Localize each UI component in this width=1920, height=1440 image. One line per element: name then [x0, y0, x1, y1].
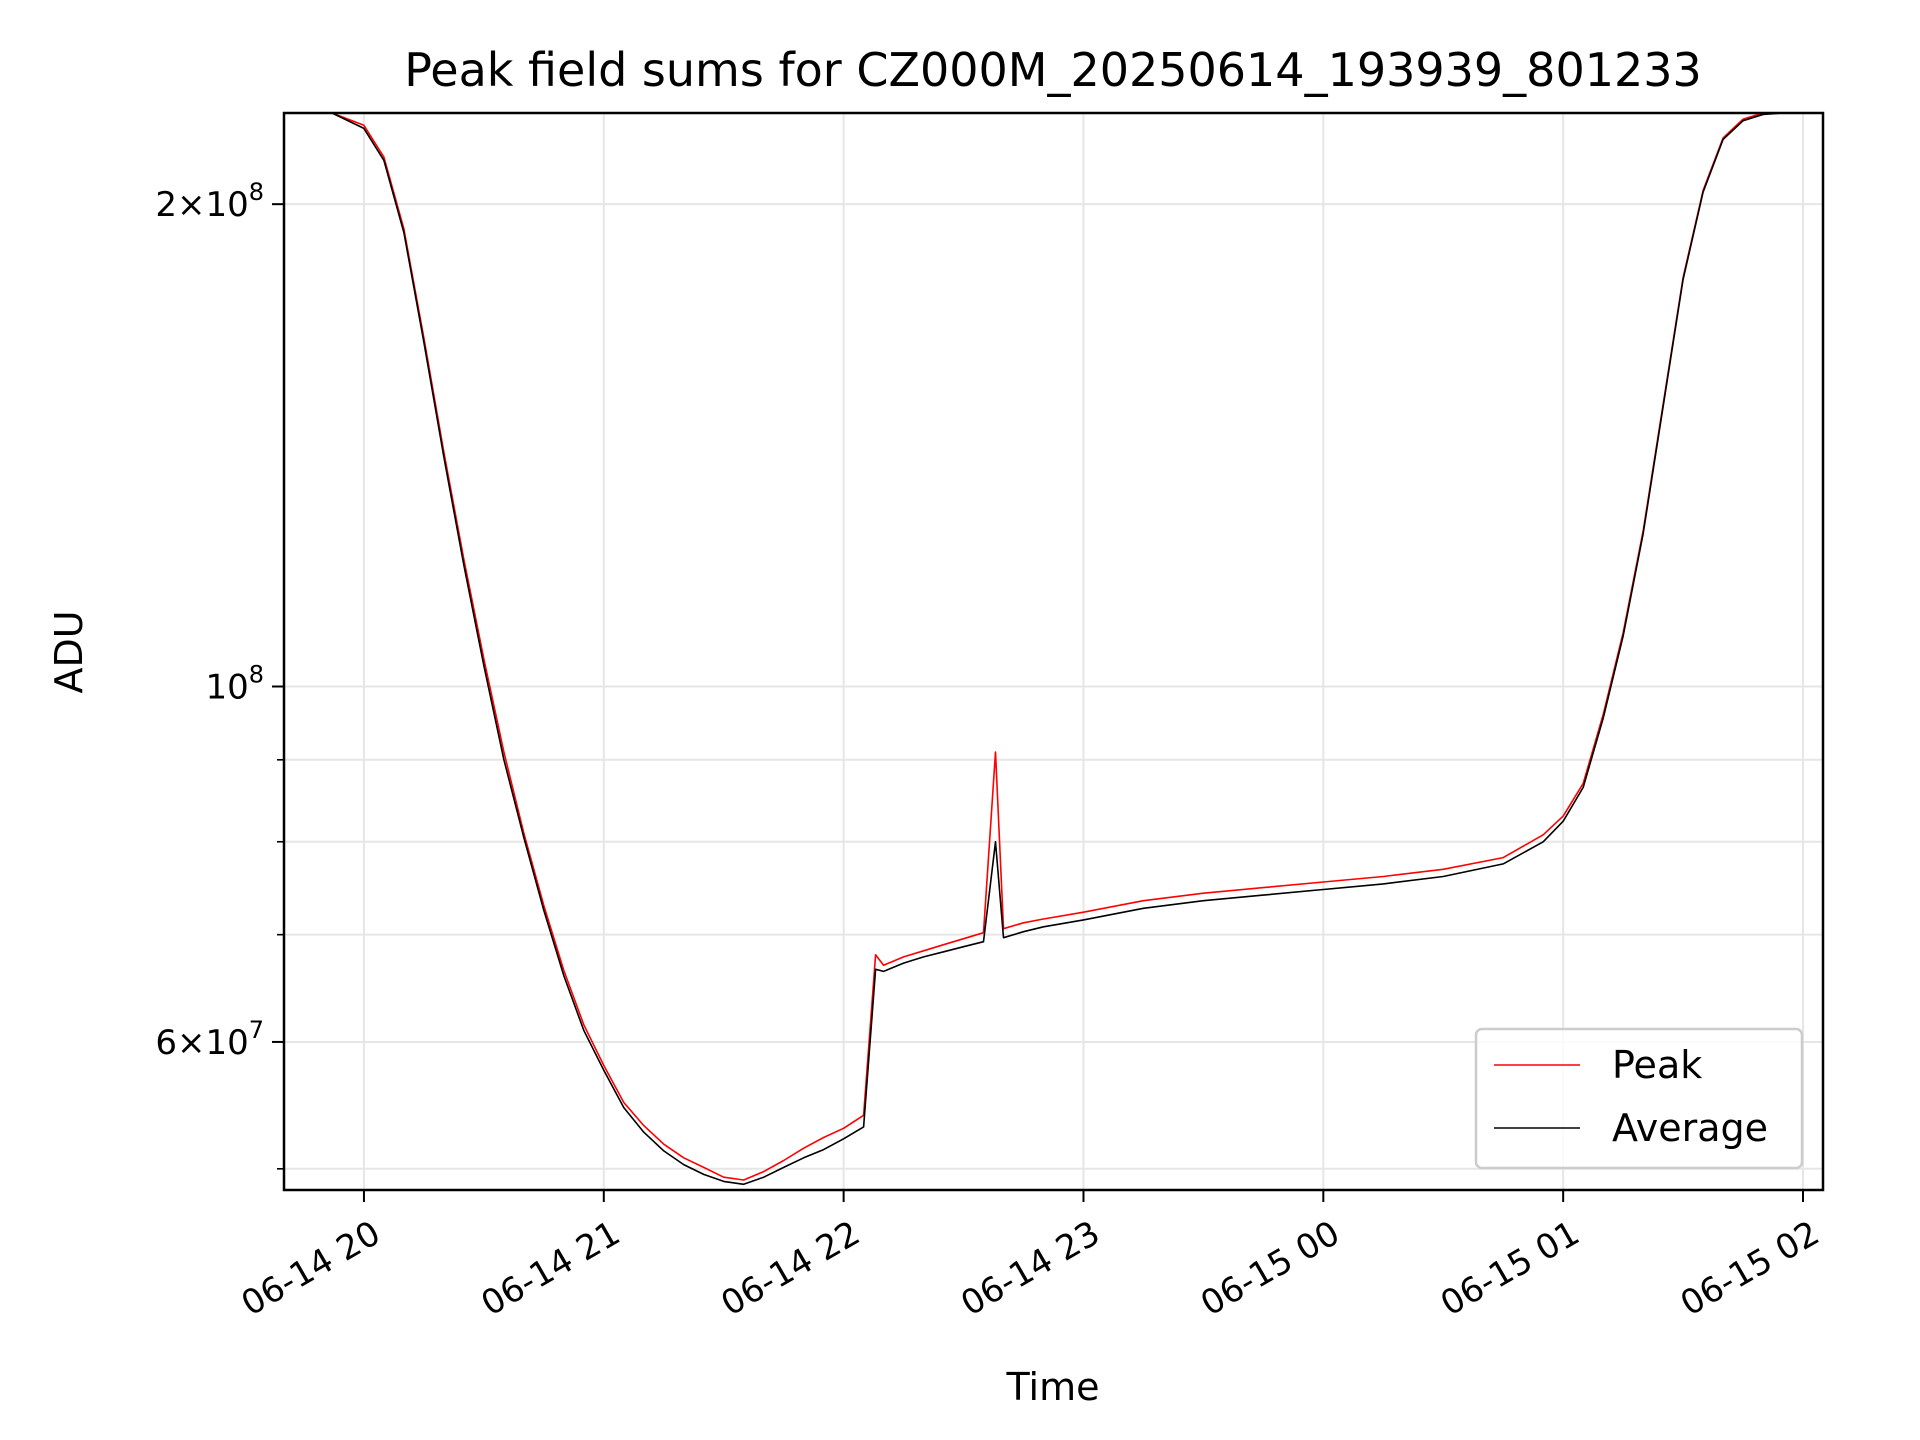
- series-group: [284, 112, 1823, 1186]
- x-tick-label: 06-14 23: [954, 1213, 1106, 1324]
- x-tick-label: 06-14 22: [714, 1213, 866, 1324]
- x-tick-label: 06-15 02: [1674, 1213, 1826, 1324]
- plot-frame: [282, 111, 1825, 1192]
- legend-label-average: Average: [1612, 1106, 1768, 1150]
- y-tick-label: 6×107: [155, 1016, 264, 1063]
- x-tick-label: 06-14 20: [235, 1213, 387, 1324]
- x-tick-label: 06-15 01: [1434, 1213, 1586, 1324]
- legend-label-peak: Peak: [1612, 1043, 1702, 1087]
- x-axis-label: Time: [1006, 1365, 1100, 1409]
- series-line-peak: [284, 112, 1823, 1181]
- chart-title: Peak field sums for CZ000M_20250614_1939…: [404, 43, 1702, 97]
- legend-box: [1474, 1027, 1804, 1170]
- y-tick-label: 108: [205, 660, 264, 707]
- series-line-average: [284, 112, 1823, 1186]
- y-tick-label: 2×108: [155, 178, 264, 225]
- x-tick-label: 06-15 00: [1194, 1213, 1346, 1324]
- legend: Peak Average: [1474, 1027, 1804, 1170]
- y-axis-label: ADU: [47, 610, 91, 693]
- x-tick-label: 06-14 21: [475, 1213, 627, 1324]
